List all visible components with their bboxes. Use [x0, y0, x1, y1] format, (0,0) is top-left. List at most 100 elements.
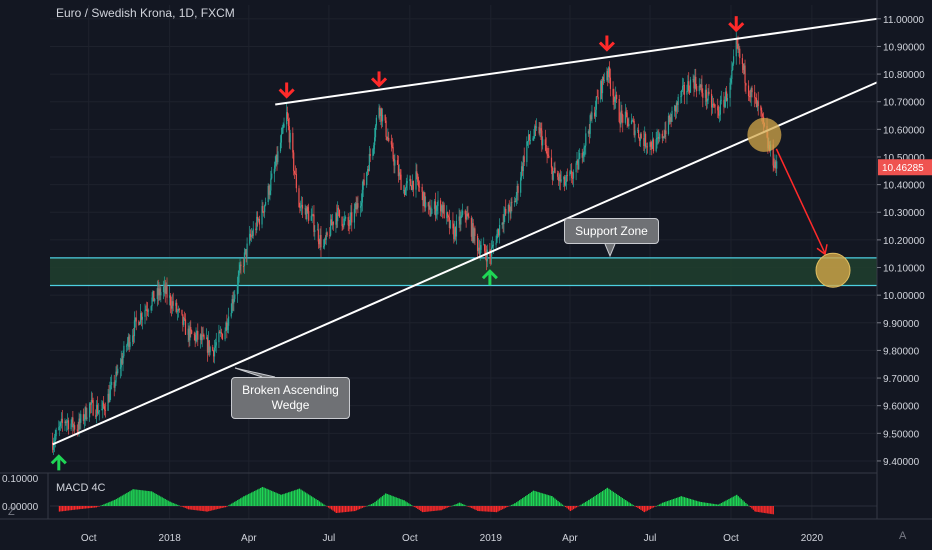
candle-up [564, 182, 567, 186]
candle-up [513, 201, 516, 203]
macd-histogram [50, 486, 877, 515]
candle-down [164, 284, 166, 294]
macd-bar-positive [124, 493, 126, 506]
candle-down [640, 134, 642, 139]
candle-up [552, 171, 554, 180]
candle-down [258, 218, 260, 225]
candle-up [411, 180, 414, 190]
candle-down [417, 174, 419, 182]
macd-bar-negative [491, 506, 493, 512]
macd-bar-positive [272, 491, 274, 506]
candle-up [589, 115, 591, 134]
candle-down [701, 84, 703, 94]
macd-bar-positive [126, 492, 128, 506]
candle-down [467, 213, 469, 217]
candle-down [61, 418, 63, 423]
candle-up [495, 242, 497, 245]
macd-bar-positive [580, 504, 582, 506]
candle-up [70, 423, 72, 430]
macd-bar-negative [66, 506, 68, 511]
candle-down [676, 102, 678, 105]
macd-bar-positive [626, 501, 629, 506]
candle-up [569, 171, 571, 176]
macd-bar-negative [60, 506, 62, 512]
candle-down [619, 121, 621, 125]
macd-bar-positive [558, 502, 561, 506]
macd-bar-negative [346, 506, 348, 512]
candle-down [683, 84, 685, 95]
macd-bar-positive [277, 493, 279, 506]
macd-bar-positive [522, 498, 524, 506]
candle-down [128, 336, 130, 347]
macd-bar-positive [310, 496, 313, 506]
candle-up [477, 247, 480, 252]
candle-down [607, 71, 609, 77]
support-zone-callout[interactable]: Support Zone [564, 218, 659, 244]
candle-down [232, 299, 234, 304]
candle-up [687, 81, 689, 91]
macd-bar-positive [609, 489, 612, 506]
chart-title: Euro / Swedish Krona, 1D, FXCM [56, 6, 235, 20]
candle-down [739, 48, 741, 59]
candle-up [372, 149, 374, 156]
macd-bar-positive [306, 493, 308, 506]
candle-down [191, 330, 193, 334]
candle-up [430, 213, 432, 216]
macd-bar-positive [662, 502, 664, 506]
candle-down [643, 138, 645, 147]
candle-up [227, 316, 230, 326]
candle-up [466, 213, 468, 220]
candle-up [227, 325, 229, 330]
macd-bar-positive [138, 489, 140, 506]
auto-scale-icon[interactable]: A [899, 530, 907, 542]
macd-bar-positive [271, 490, 273, 506]
macd-bar-negative [344, 506, 347, 513]
macd-bar-positive [400, 499, 402, 506]
candle-down [608, 67, 611, 78]
macd-bar-positive [557, 501, 559, 506]
candle-up [60, 418, 63, 423]
candle-down [602, 77, 604, 81]
candle-up [409, 179, 411, 182]
macd-bar-positive [526, 495, 528, 506]
candle-up [331, 221, 334, 226]
wedge-callout[interactable]: Broken Ascending Wedge [231, 377, 350, 419]
candle-up [325, 232, 327, 240]
candle-down [324, 239, 326, 240]
candle-down [330, 219, 333, 226]
candle-up [756, 101, 758, 108]
macd-bar-positive [509, 505, 511, 507]
macd-bar-negative [78, 506, 80, 510]
candle-down [82, 414, 85, 421]
macd-bar-positive [252, 491, 254, 506]
macd-bar-positive [278, 493, 280, 506]
candle-down [688, 81, 690, 91]
macd-bar-positive [734, 495, 736, 506]
macd-bar-positive [542, 493, 544, 506]
macd-bar-positive [677, 497, 679, 506]
support-callout-pointer [604, 243, 616, 258]
macd-bar-positive [298, 488, 301, 506]
macd-bar-positive [406, 502, 408, 506]
macd-bar-negative [73, 506, 75, 510]
candle-down [169, 295, 172, 306]
price-tick-label: 10.70000 [883, 98, 925, 109]
candle-down [305, 208, 307, 220]
macd-bar-negative [572, 506, 575, 510]
breakout-circle [747, 117, 782, 152]
candle-up [380, 108, 382, 117]
candle-up [281, 127, 283, 135]
macd-bar-negative [641, 506, 644, 511]
candle-down [762, 113, 764, 117]
macd-bar-positive [560, 503, 562, 506]
candle-up [330, 219, 332, 236]
candle-up [659, 133, 661, 139]
macd-bar-positive [604, 489, 607, 506]
candle-down [613, 95, 615, 102]
macd-bar-positive [463, 504, 465, 506]
macd-bar-positive [603, 490, 605, 506]
macd-bar-negative [651, 506, 653, 509]
macd-bar-positive [581, 503, 584, 506]
candle-down [571, 178, 574, 179]
